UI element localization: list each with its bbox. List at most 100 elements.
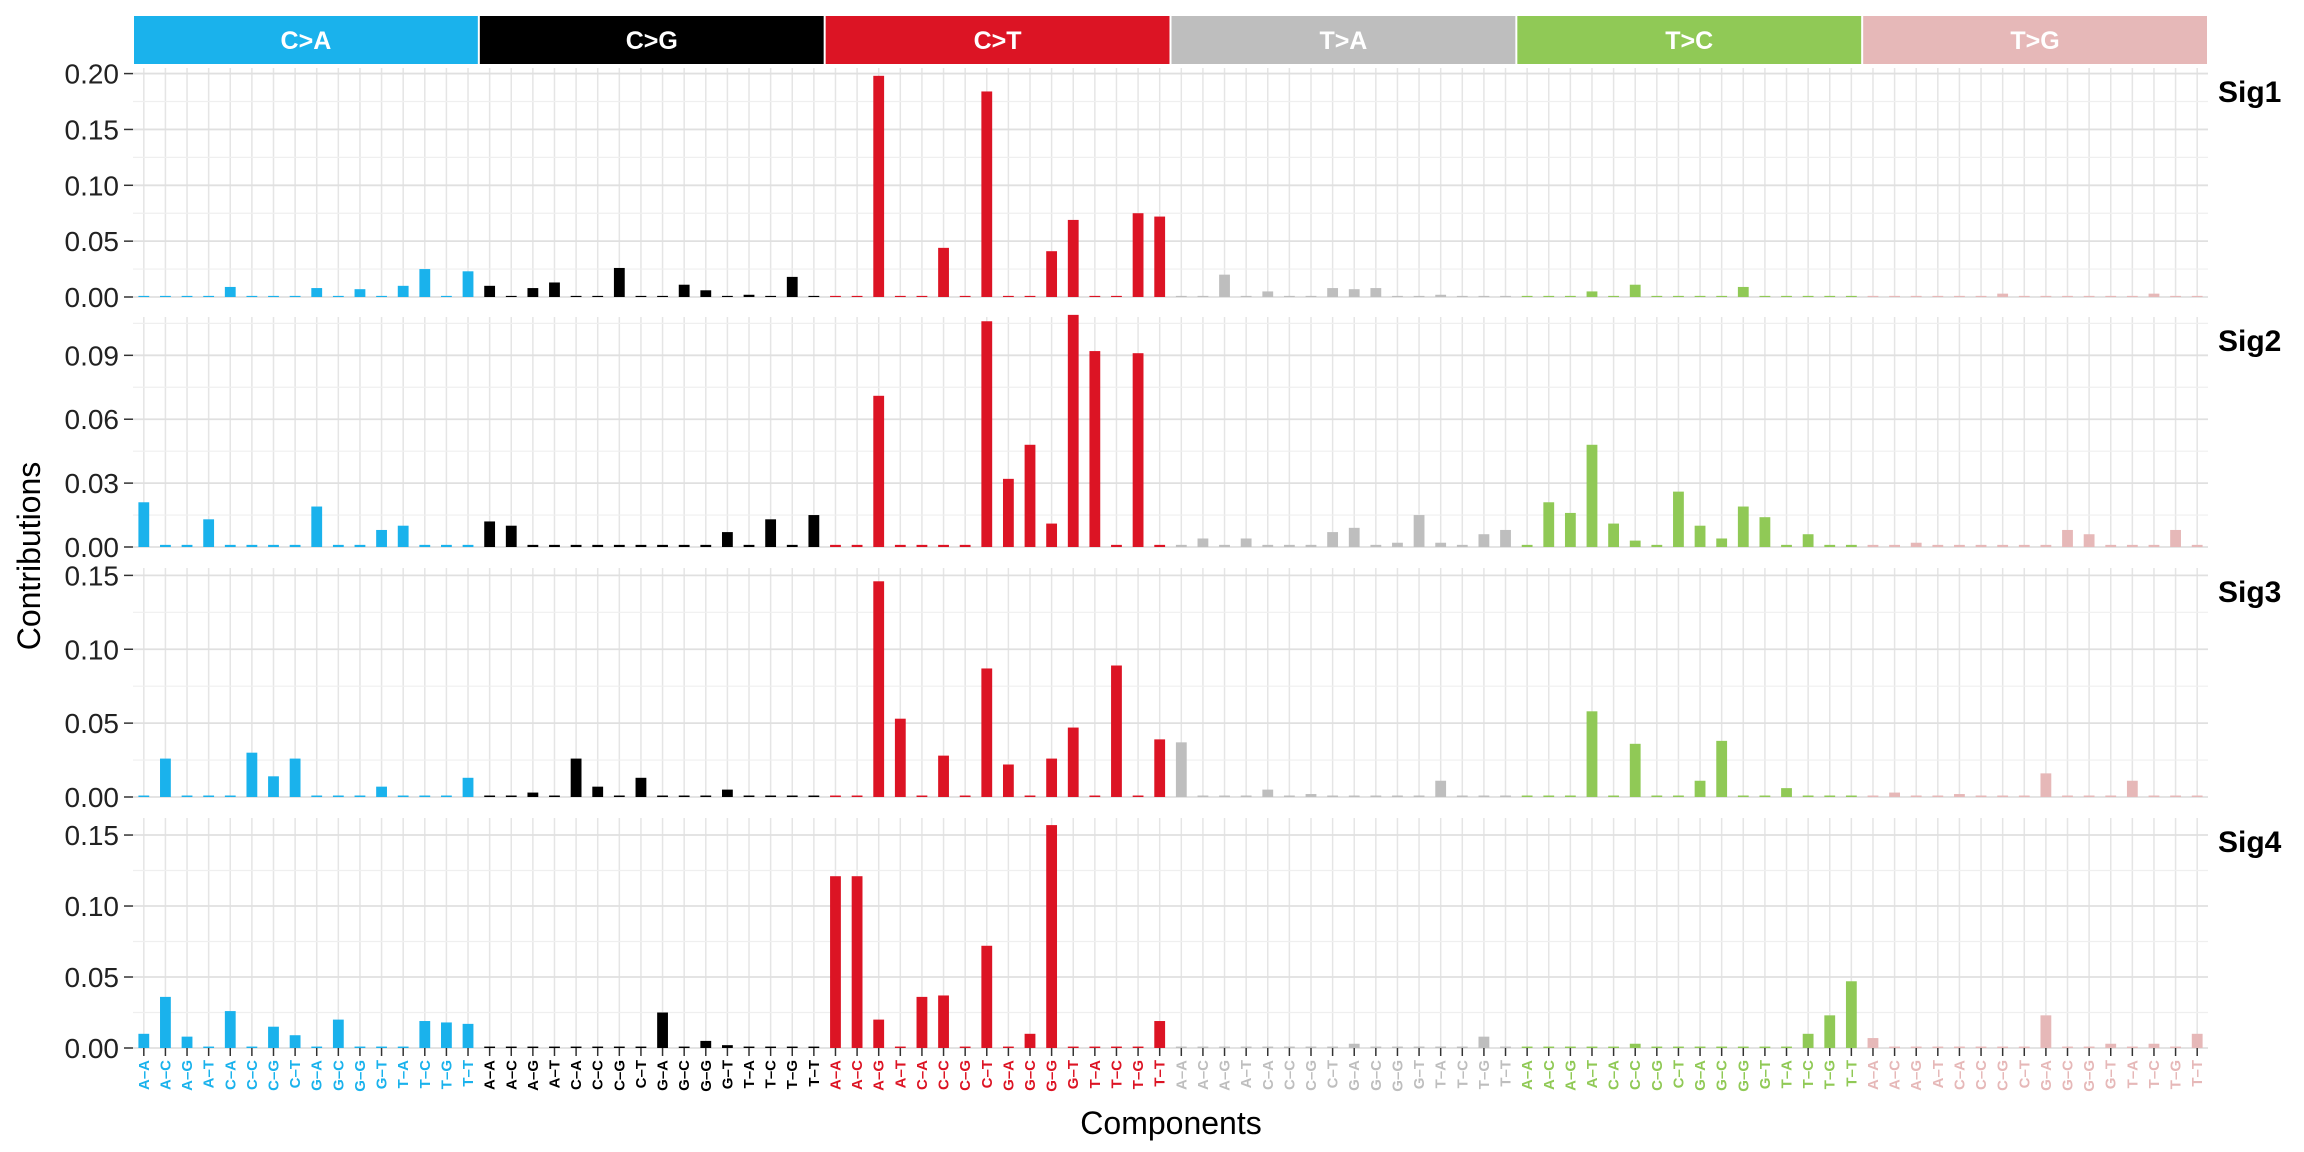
bar-sig2-3-2 [1219, 544, 1230, 547]
x-tick-label: G–G [352, 1060, 369, 1092]
bar-sig4-4-10 [1737, 1046, 1749, 1048]
bar-sig3-1-11 [721, 789, 733, 797]
bar-sig2-3-9 [1370, 544, 1382, 547]
bar-sig4-3-6 [1305, 1046, 1317, 1048]
bar-sig1-5-12 [2126, 295, 2138, 297]
bar-sig3-4-6 [1651, 795, 1663, 797]
bar-sig3-2-1 [851, 795, 863, 797]
bar-sig4-4-3 [1586, 1046, 1598, 1048]
strip-label-1: C>G [626, 27, 678, 55]
bar-sig2-2-3 [894, 544, 906, 547]
x-tick-label: A–A [827, 1060, 844, 1090]
bar-sig2-2-10 [1046, 523, 1058, 547]
strip-label-3: T>A [1319, 27, 1367, 55]
bar-sig4-2-10 [1046, 825, 1058, 1048]
x-tick-label: C–T [979, 1060, 996, 1088]
x-tick-label: T–A [1779, 1060, 1796, 1089]
x-tick-label: T–C [417, 1060, 434, 1089]
x-tick-label: T–T [1843, 1060, 1860, 1087]
x-tick-label: G–A [1692, 1060, 1709, 1091]
bar-sig4-1-7 [635, 1046, 647, 1048]
bar-sig4-2-7 [981, 945, 993, 1048]
bar-sig3-2-4 [916, 795, 928, 797]
bar-sig3-3-4 [1262, 789, 1274, 797]
bar-sig4-0-8 [311, 1046, 323, 1048]
bar-sig4-2-12 [1089, 1046, 1101, 1048]
x-tick-label: G–A [309, 1060, 326, 1091]
bar-sig3-1-7 [635, 777, 647, 797]
x-tick-label: G–C [330, 1060, 347, 1091]
bar-sig4-4-2 [1564, 1046, 1576, 1048]
bar-sig4-1-1 [505, 1046, 517, 1048]
bar-sig4-1-3 [549, 1046, 560, 1048]
bar-sig4-1-11 [721, 1045, 733, 1048]
bar-sig4-2-6 [959, 1046, 971, 1048]
bar-sig3-0-5 [246, 752, 258, 797]
bar-sig1-2-11 [1067, 219, 1079, 297]
bar-sig3-5-15 [2191, 795, 2203, 797]
bar-sig1-2-8 [1002, 295, 1014, 297]
y-tick-label: 0.10 [65, 891, 120, 922]
bar-sig3-2-7 [981, 668, 993, 797]
bar-sig3-1-13 [765, 795, 777, 797]
x-tick-label: A–G [1908, 1060, 1925, 1091]
strip-0 [134, 16, 478, 64]
x-tick-label: G–T [2103, 1060, 2120, 1089]
bar-sig4-5-5 [1975, 1046, 1987, 1048]
bar-sig4-4-13 [1802, 1033, 1814, 1048]
bar-sig4-3-7 [1327, 1046, 1339, 1048]
bar-sig1-1-15 [808, 295, 820, 297]
bar-sig1-4-14 [1824, 295, 1836, 297]
bar-sig2-0-15 [462, 544, 474, 547]
bar-sig4-4-5 [1629, 1043, 1641, 1048]
bar-sig1-3-8 [1348, 289, 1360, 297]
bar-sig4-3-9 [1370, 1046, 1382, 1048]
x-axis-title: Components [1080, 1105, 1261, 1141]
bar-sig2-0-10 [354, 544, 366, 547]
mutation-type-strips: C>A C>G C>T T>A T>C T>G [134, 16, 2207, 64]
bar-sig2-1-14 [786, 544, 798, 547]
bar-sig3-1-14 [786, 795, 798, 797]
bar-sig2-3-7 [1327, 532, 1339, 547]
bar-sig2-0-7 [289, 544, 301, 547]
bar-sig1-5-0 [1867, 295, 1879, 297]
x-tick-label: G–T [1065, 1060, 1082, 1089]
bar-sig3-0-15 [462, 777, 474, 797]
y-tick-label: 0.20 [65, 59, 120, 90]
bar-sig2-0-12 [397, 525, 409, 547]
bar-sig4-5-12 [2126, 1046, 2138, 1048]
bar-sig4-0-13 [419, 1021, 431, 1048]
bar-sig3-1-4 [570, 758, 582, 797]
x-tick-label: G–C [1022, 1060, 1039, 1091]
bar-sig2-5-0 [1867, 544, 1879, 547]
bar-sig4-0-10 [354, 1046, 366, 1048]
bar-sig2-1-10 [700, 544, 712, 547]
bar-sig4-2-9 [1024, 1033, 1036, 1048]
bar-sig3-3-7 [1327, 795, 1339, 797]
bar-sig1-0-13 [419, 269, 431, 297]
bar-sig1-1-9 [678, 284, 690, 297]
bar-sig2-5-15 [2191, 544, 2203, 547]
bar-sig2-4-8 [1694, 525, 1706, 547]
bar-sig2-0-5 [246, 544, 258, 547]
bar-sig4-4-7 [1673, 1046, 1684, 1048]
bar-sig2-1-5 [592, 544, 604, 547]
x-tick-label: T–T [2189, 1060, 2206, 1087]
bar-sig3-5-8 [2040, 773, 2052, 797]
bar-sig2-3-6 [1305, 544, 1317, 547]
bar-sig3-4-14 [1824, 795, 1836, 797]
bar-sig3-4-13 [1802, 795, 1814, 797]
strip-label-0: C>A [281, 27, 332, 55]
x-tick-label: C–A [1951, 1060, 1968, 1090]
bar-sig4-4-14 [1824, 1015, 1836, 1048]
bar-sig3-4-11 [1759, 795, 1771, 797]
bar-sig1-4-10 [1737, 286, 1749, 297]
bar-sig4-2-15 [1154, 1021, 1166, 1048]
bar-sig1-4-6 [1651, 295, 1663, 297]
x-tick-label: G–A [1346, 1060, 1363, 1091]
bar-sig1-5-3 [1932, 295, 1944, 297]
bar-sig2-1-0 [484, 521, 496, 547]
y-tick-label: 0.10 [65, 170, 120, 201]
bar-sig1-5-7 [2018, 295, 2030, 297]
facet-label-sig3: Sig3 [2218, 576, 2281, 609]
